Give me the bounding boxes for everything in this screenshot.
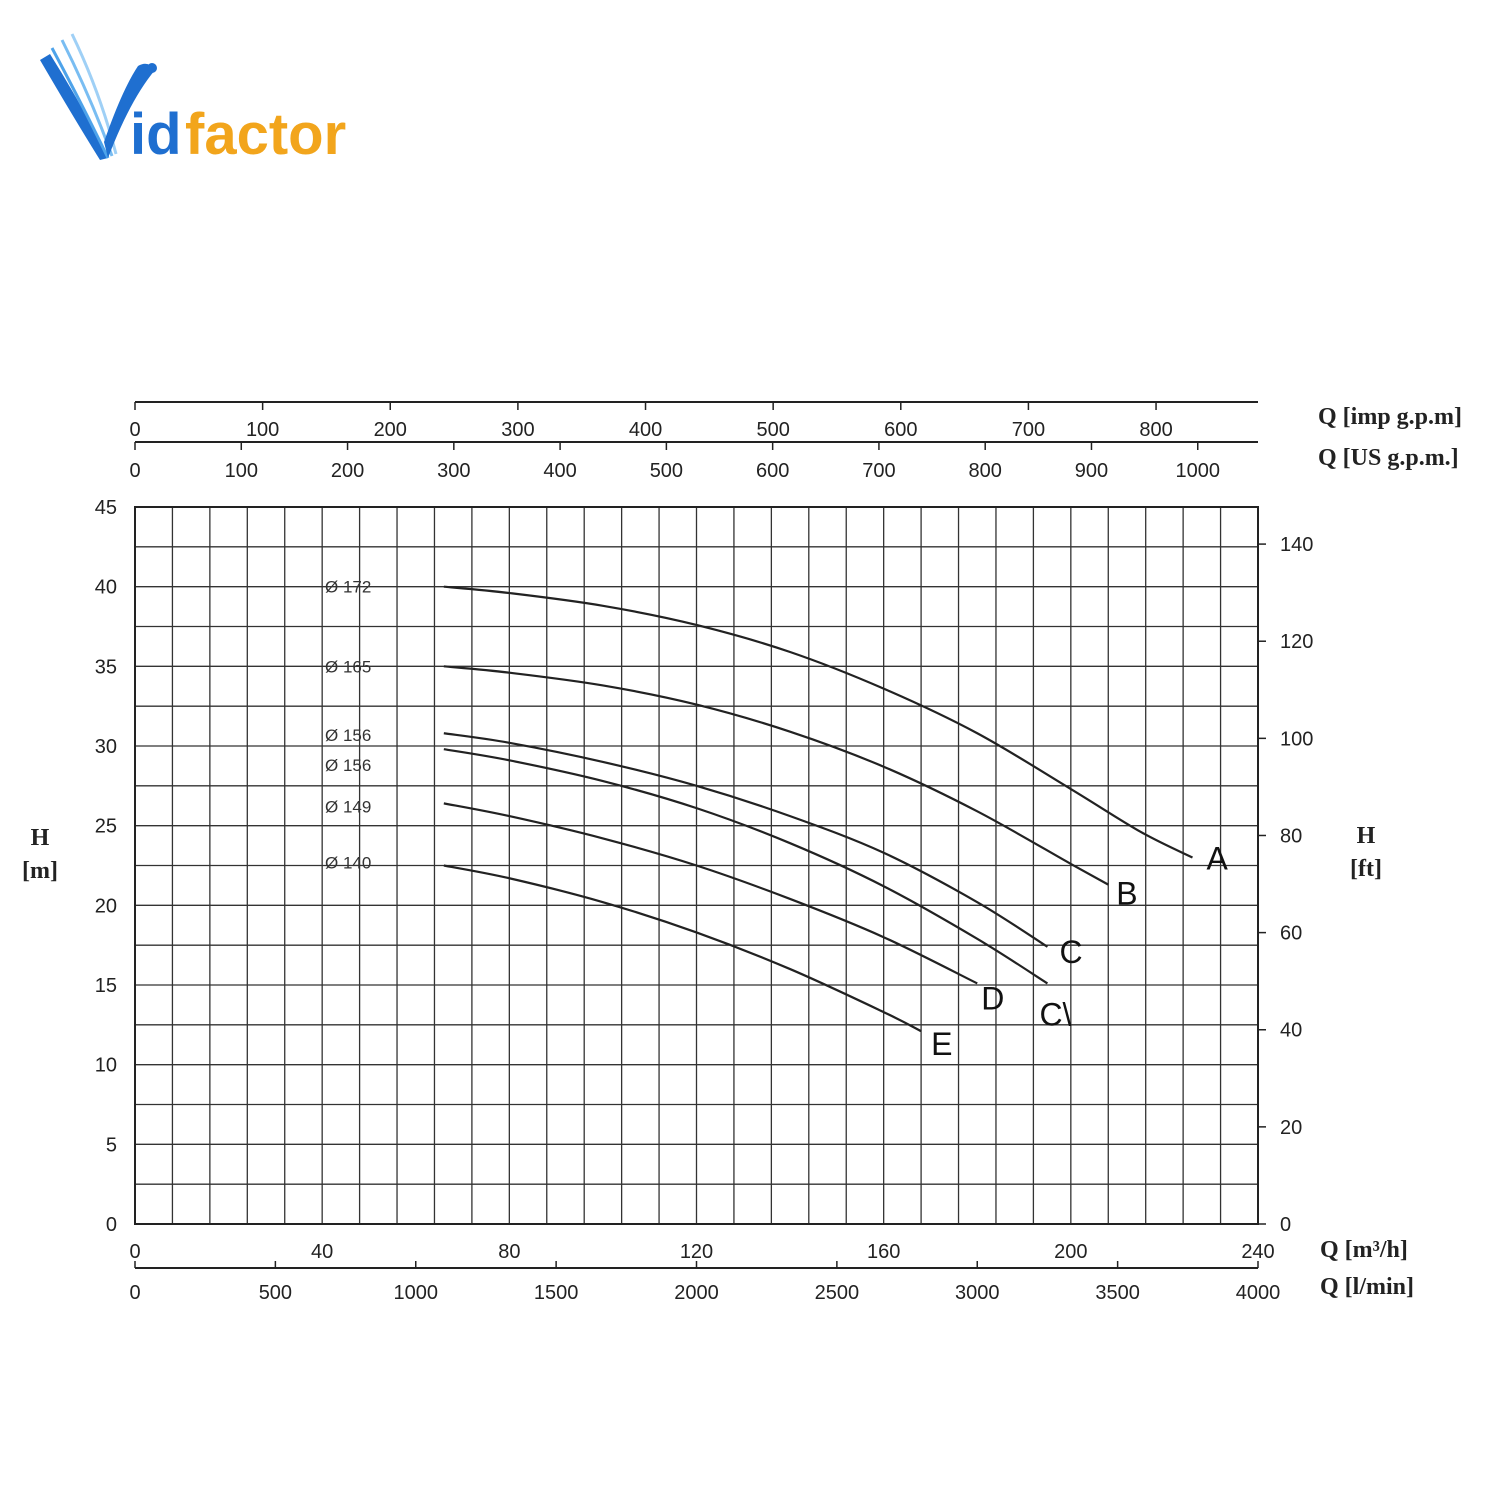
y-tick-label-left: 20 xyxy=(95,895,117,917)
diameter-label: Ø 156 xyxy=(325,726,371,745)
top-axis-imp-tick-label: 300 xyxy=(501,419,534,441)
y-axis-label-left-line1: H xyxy=(31,825,50,851)
y-tick-label-right: 120 xyxy=(1280,631,1313,653)
secondary-x-tick-label: 0 xyxy=(129,1282,140,1304)
curve-label-b: B xyxy=(1116,876,1137,912)
y-tick-label-left: 0 xyxy=(106,1214,117,1236)
top-axis-us-tick-label: 100 xyxy=(225,460,258,482)
diameter-label: Ø 172 xyxy=(325,578,371,597)
top-axis-imp-tick-label: 400 xyxy=(629,419,662,441)
secondary-x-tick-label: 1500 xyxy=(534,1282,579,1304)
chart-axes xyxy=(134,401,1266,1269)
logo-feather-icon xyxy=(40,33,157,160)
x-tick-label: 80 xyxy=(498,1241,520,1263)
curve-label-d: D xyxy=(981,980,1004,1016)
plot-frame xyxy=(134,506,1259,1225)
x-tick-label: 200 xyxy=(1054,1241,1087,1263)
diameter-label: Ø 140 xyxy=(325,853,371,872)
top-axis-imp-tick-label: 700 xyxy=(1012,419,1045,441)
y-tick-label-right: 60 xyxy=(1280,923,1302,945)
top-axis-us-tick-label: 900 xyxy=(1075,460,1108,482)
curve-a xyxy=(443,585,1193,859)
x-tick-label: 40 xyxy=(311,1241,333,1263)
x-tick-label: 160 xyxy=(867,1241,900,1263)
logo-text-id: id xyxy=(130,102,182,167)
top-axis-us-tick-label: 700 xyxy=(862,460,895,482)
curve-label-c1: C\ xyxy=(1039,996,1071,1032)
curve-label-e: E xyxy=(931,1026,952,1062)
top-axis-imp-tick-label: 600 xyxy=(884,419,917,441)
x-tick-label: 240 xyxy=(1241,1241,1274,1263)
secondary-x-tick-label: 2000 xyxy=(674,1282,719,1304)
secondary-x-tick-label: 4000 xyxy=(1236,1282,1281,1304)
y-tick-label-left: 30 xyxy=(95,736,117,758)
y-tick-label-right: 100 xyxy=(1280,728,1313,750)
y-tick-label-right: 140 xyxy=(1280,534,1313,556)
chart-ticks: 0 5 10 15 20 25 30 35 40 45 0 20 40 60 80 100 120 140 0 40 8… xyxy=(95,419,1314,1304)
curve-label-a: A xyxy=(1206,841,1228,877)
top-axis-us-label: Q [US g.p.m.] xyxy=(1318,445,1459,471)
y-tick-label-left: 35 xyxy=(95,656,117,678)
chart-labels: A Ø 172 B Ø 165 C Ø 156 C\ Ø 156 D Ø 149 E Ø 140 xyxy=(325,578,1228,1063)
top-axis-us-tick-label: 0 xyxy=(129,460,140,482)
y-tick-label-right: 40 xyxy=(1280,1020,1302,1042)
x-tick-label: 120 xyxy=(680,1241,713,1263)
top-axis-us-tick-label: 400 xyxy=(543,460,576,482)
curve-e xyxy=(443,864,922,1033)
secondary-x-tick-label: 3500 xyxy=(1095,1282,1140,1304)
secondary-x-tick-label: 3000 xyxy=(955,1282,1000,1304)
y-tick-label-right: 20 xyxy=(1280,1117,1302,1139)
curve-label-c: C xyxy=(1059,934,1082,970)
top-axis-imp-label: Q [imp g.p.m] xyxy=(1318,404,1462,430)
diameter-label: Ø 156 xyxy=(325,756,371,775)
curve-b xyxy=(443,665,1109,886)
curve-c1 xyxy=(443,748,1049,985)
y-tick-label-left: 10 xyxy=(95,1055,117,1077)
y-tick-label-right: 80 xyxy=(1280,825,1302,847)
y-tick-label-left: 25 xyxy=(95,816,117,838)
vidfactor-logo: id factor xyxy=(30,30,390,170)
curve-c xyxy=(443,732,1049,948)
secondary-x-tick-label: 1000 xyxy=(394,1282,439,1304)
y-tick-label-left: 5 xyxy=(106,1134,117,1156)
top-axis-us-tick-label: 300 xyxy=(437,460,470,482)
secondary-x-tick-label: 2500 xyxy=(815,1282,860,1304)
secondary-x-tick-label: 500 xyxy=(259,1282,292,1304)
logo-text-factor: factor xyxy=(185,102,346,167)
top-axis-imp-tick-label: 0 xyxy=(129,419,140,441)
top-axis-imp-tick-label: 800 xyxy=(1139,419,1172,441)
y-axis-label-right-line2: [ft] xyxy=(1350,856,1382,882)
y-tick-label-left: 15 xyxy=(95,975,117,997)
top-axis-us-tick-label: 600 xyxy=(756,460,789,482)
secondary-x-axis-label: Q [l/min] xyxy=(1320,1274,1414,1300)
top-axis-us-tick-label: 800 xyxy=(969,460,1002,482)
top-axis-imp-tick-label: 200 xyxy=(374,419,407,441)
x-tick-label: 0 xyxy=(129,1241,140,1263)
y-axis-label-left-line2: [m] xyxy=(22,858,58,884)
logo-mark: id factor xyxy=(40,33,346,167)
chart-curves xyxy=(443,585,1193,1033)
top-axis-us-tick-label: 1000 xyxy=(1176,460,1221,482)
y-axis-label-right-line1: H xyxy=(1357,823,1376,849)
y-tick-label-left: 45 xyxy=(95,497,117,519)
y-tick-label-right: 0 xyxy=(1280,1214,1291,1236)
top-axis-imp-tick-label: 100 xyxy=(246,419,279,441)
y-tick-label-left: 40 xyxy=(95,577,117,599)
x-axis-label: Q [m³/h] xyxy=(1320,1237,1408,1263)
diameter-label: Ø 165 xyxy=(325,657,371,676)
diameter-label: Ø 149 xyxy=(325,798,371,817)
curve-d xyxy=(443,802,978,985)
top-axis-imp-tick-label: 500 xyxy=(756,419,789,441)
top-axis-us-tick-label: 200 xyxy=(331,460,364,482)
top-axis-us-tick-label: 500 xyxy=(650,460,683,482)
